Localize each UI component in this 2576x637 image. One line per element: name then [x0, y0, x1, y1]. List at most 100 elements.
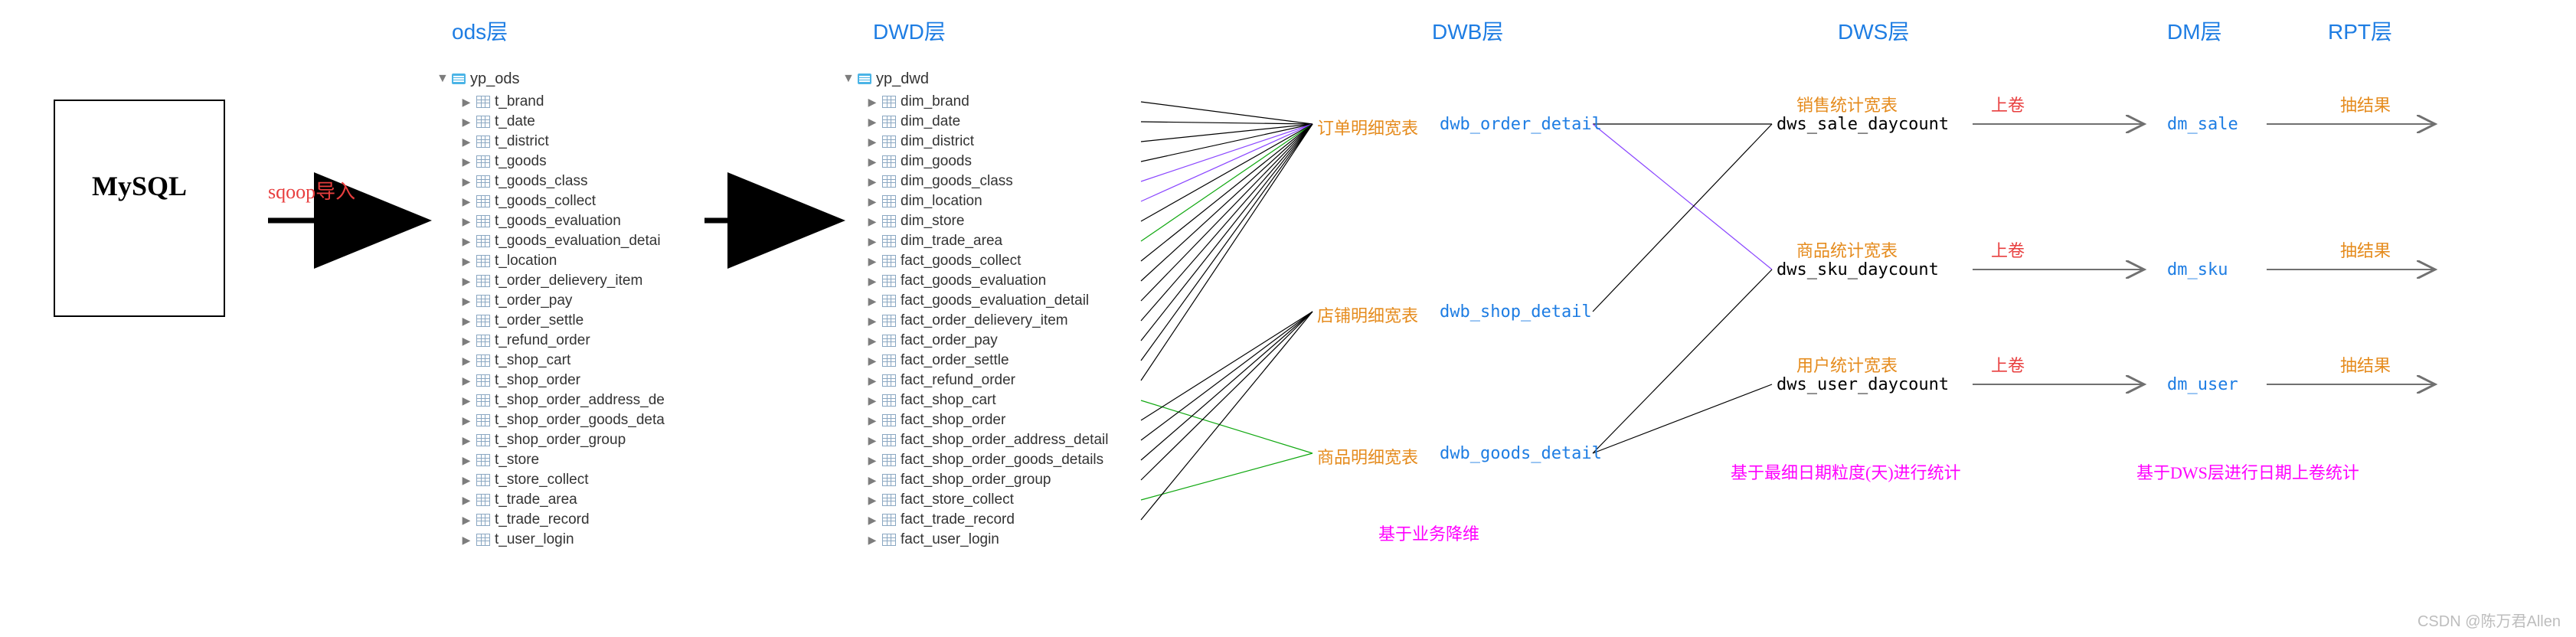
tree-item[interactable]: ▶t_goods_class — [461, 172, 665, 191]
tree-item[interactable]: ▶t_shop_order_address_de — [461, 390, 665, 410]
mysql-label: MySQL — [55, 170, 224, 202]
tree-item[interactable]: ▶t_order_pay — [461, 291, 665, 311]
tree-item[interactable]: ▶fact_shop_order_group — [867, 470, 1108, 490]
chevron-right-icon: ▶ — [867, 96, 878, 109]
chevron-right-icon: ▶ — [867, 474, 878, 487]
tree-item[interactable]: ▶ t_refund_order — [461, 331, 665, 351]
tree-item[interactable]: ▶t_shop_order_group — [461, 430, 665, 450]
tree-item[interactable]: ▶ fact_store_collect — [867, 490, 1108, 510]
tree-item[interactable]: ▶dim_goods — [867, 152, 1108, 172]
tree-root-ods[interactable]: ▼yp_ods — [436, 69, 665, 89]
tree-item[interactable]: ▶fact_order_delievery_item — [867, 311, 1108, 331]
tree-item[interactable]: ▶fact_shop_cart — [867, 390, 1108, 410]
dws-note: 基于最细日期粒度(天)进行统计 — [1731, 459, 1961, 484]
tree-item[interactable]: ▶t_goods_collect — [461, 191, 665, 211]
tree-item-label: t_location — [495, 253, 557, 270]
tree-item[interactable]: ▶dim_store — [867, 211, 1108, 231]
chevron-right-icon: ▶ — [461, 136, 472, 149]
dws-ann: 用户统计宽表 — [1796, 352, 1898, 377]
tree-item[interactable]: ▶fact_goods_evaluation_detail — [867, 291, 1108, 311]
table-icon — [882, 434, 896, 446]
table-icon — [476, 534, 490, 546]
tree-item[interactable]: ▶dim_trade_area — [867, 231, 1108, 251]
table-icon — [476, 116, 490, 128]
tree-item-label: t_refund_order — [495, 332, 590, 349]
table-icon — [882, 335, 896, 347]
table-icon — [476, 494, 490, 506]
tree-item[interactable]: ▶t_goods_evaluation — [461, 211, 665, 231]
database-icon — [452, 74, 466, 84]
chevron-right-icon: ▶ — [461, 494, 472, 507]
tree-item[interactable]: ▶t_order_delievery_item — [461, 271, 665, 291]
roll-label: 上卷 — [1991, 237, 2025, 262]
dm-token: dm_user — [2167, 375, 2238, 394]
tree-item[interactable]: ▶t_goods — [461, 152, 665, 172]
tree-item[interactable]: ▶t_goods_evaluation_detai — [461, 231, 665, 251]
tree-item[interactable]: ▶fact_user_login — [867, 530, 1108, 550]
table-icon — [476, 215, 490, 227]
tree-item-label: fact_store_collect — [901, 492, 1014, 508]
table-icon — [476, 394, 490, 407]
tree-item[interactable]: ▶t_district — [461, 132, 665, 152]
table-icon — [476, 255, 490, 267]
tree-item[interactable]: ▶fact_goods_evaluation — [867, 271, 1108, 291]
tree-item[interactable]: ▶fact_refund_order — [867, 371, 1108, 390]
tree-item[interactable]: ▶fact_trade_record — [867, 510, 1108, 530]
rpt-ann: 抽结果 — [2340, 92, 2391, 116]
tree-item[interactable]: ▶dim_district — [867, 132, 1108, 152]
table-icon — [882, 96, 896, 108]
chevron-right-icon: ▶ — [867, 514, 878, 527]
table-icon — [882, 454, 896, 466]
tree-item[interactable]: ▶dim_date — [867, 112, 1108, 132]
chevron-right-icon: ▶ — [867, 295, 878, 308]
dm-token: dm_sku — [2167, 260, 2228, 279]
tree-item[interactable]: ▶fact_order_pay — [867, 331, 1108, 351]
tree-item[interactable]: ▶t_date — [461, 112, 665, 132]
tree-item[interactable]: ▶fact_goods_collect — [867, 251, 1108, 271]
tree-item[interactable]: ▶t_user_login — [461, 530, 665, 550]
tree-item[interactable]: ▶t_shop_cart — [461, 351, 665, 371]
chevron-right-icon: ▶ — [867, 175, 878, 188]
dws-ann: 销售统计宽表 — [1796, 92, 1898, 116]
tree-item[interactable]: ▶fact_order_settle — [867, 351, 1108, 371]
table-icon — [476, 474, 490, 486]
tree-item[interactable]: ▶t_trade_record — [461, 510, 665, 530]
chevron-right-icon: ▶ — [867, 116, 878, 129]
sqoop-label: sqoop导入 — [268, 176, 355, 204]
table-icon — [476, 96, 490, 108]
tree-item[interactable]: ▶t_order_settle — [461, 311, 665, 331]
chevron-right-icon: ▶ — [461, 474, 472, 487]
tree-item[interactable]: ▶t_shop_order_goods_deta — [461, 410, 665, 430]
tree-item[interactable]: ▶t_store_collect — [461, 470, 665, 490]
table-icon — [476, 335, 490, 347]
tree-item-label: t_shop_cart — [495, 352, 570, 369]
table-icon — [882, 374, 896, 387]
dws-token: dws_sku_daycount — [1777, 260, 1939, 279]
chevron-right-icon: ▶ — [867, 494, 878, 507]
chevron-down-icon: ▼ — [436, 72, 447, 86]
table-icon — [882, 315, 896, 327]
tree-item[interactable]: ▶dim_brand — [867, 92, 1108, 112]
tree-item-label: fact_shop_order — [901, 412, 1005, 429]
table-icon — [476, 354, 490, 367]
table-icon — [882, 155, 896, 168]
tree-item[interactable]: ▶t_store — [461, 450, 665, 470]
tree-item[interactable]: ▶dim_location — [867, 191, 1108, 211]
tree-item[interactable]: ▶t_brand — [461, 92, 665, 112]
tree-item[interactable]: ▶fact_shop_order_goods_details — [867, 450, 1108, 470]
tree-item[interactable]: ▶t_trade_area — [461, 490, 665, 510]
tree-item[interactable]: ▶fact_shop_order — [867, 410, 1108, 430]
tree-item[interactable]: ▶dim_goods_class — [867, 172, 1108, 191]
chevron-right-icon: ▶ — [461, 434, 472, 447]
tree-item[interactable]: ▶t_location — [461, 251, 665, 271]
dwb-note: 基于业务降维 — [1378, 521, 1479, 545]
chevron-right-icon: ▶ — [461, 295, 472, 308]
tree-item[interactable]: ▶t_shop_order — [461, 371, 665, 390]
chevron-right-icon: ▶ — [461, 335, 472, 348]
tree-item-label: t_date — [495, 113, 535, 130]
tree-item-label: t_order_settle — [495, 312, 584, 329]
tree-item[interactable]: ▶fact_shop_order_address_detail — [867, 430, 1108, 450]
tree-root-dwd[interactable]: ▼yp_dwd — [842, 69, 1108, 89]
table-icon — [882, 175, 896, 188]
chevron-right-icon: ▶ — [461, 235, 472, 248]
